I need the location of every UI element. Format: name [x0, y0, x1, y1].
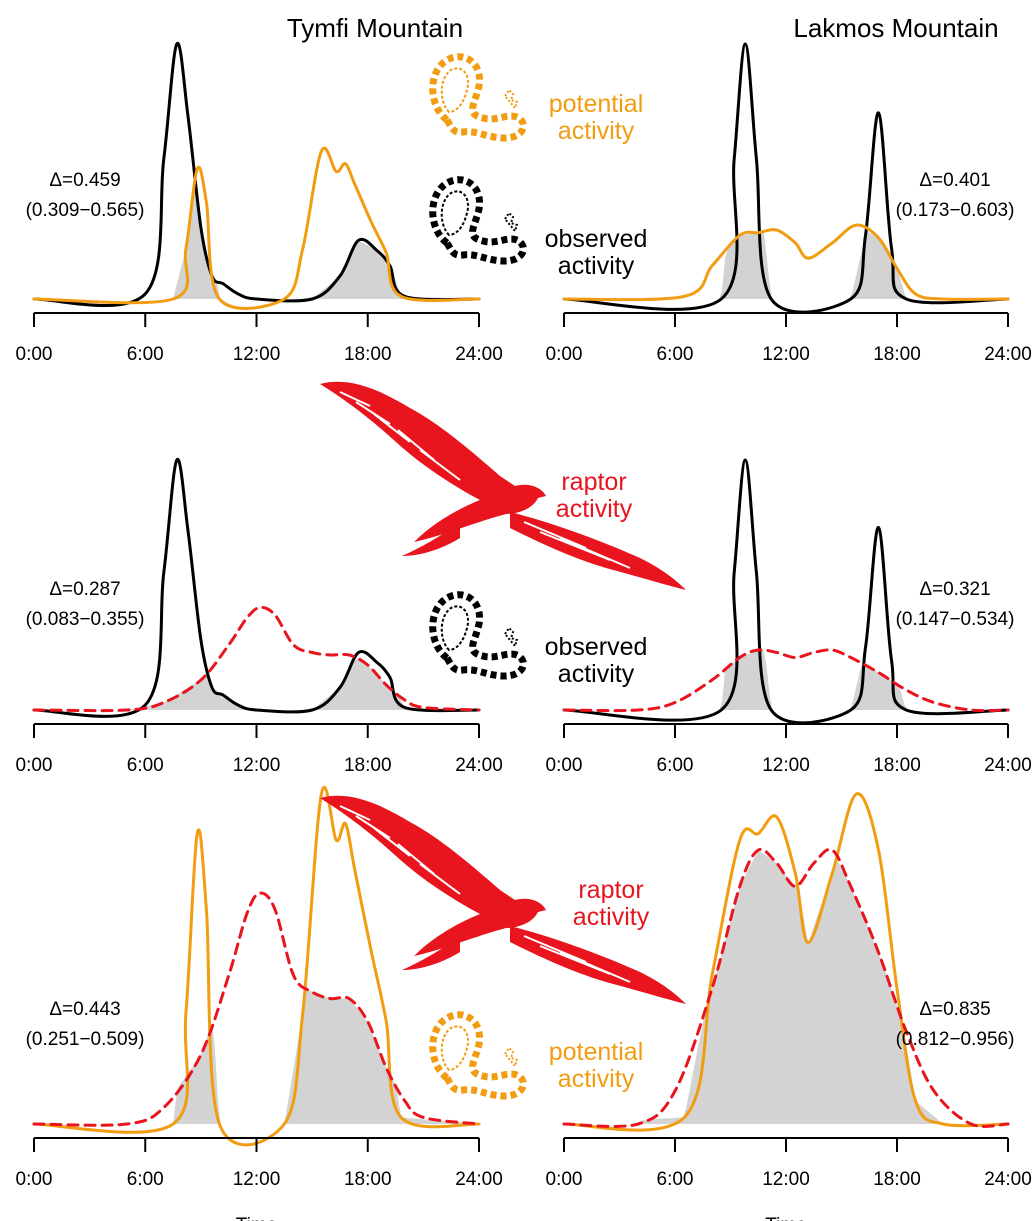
x-tick-label: 12:00: [762, 755, 810, 776]
x-tick-label: 12:00: [233, 755, 281, 776]
x-tick-label: 18:00: [873, 755, 921, 776]
raptor-activity-curve: [562, 847, 1010, 1128]
x-tick-label: 6:00: [127, 344, 164, 365]
overlap-coefficient: Δ=0.321: [919, 579, 990, 600]
x-tick-label: 0:00: [16, 755, 53, 776]
snake-observed-icon: [433, 180, 524, 261]
x-tick-label: 18:00: [873, 1169, 921, 1190]
overlap-area: [564, 650, 1008, 710]
confidence-interval: (0.812−0.956): [896, 1029, 1015, 1050]
overlap-coefficient: Δ=0.287: [49, 579, 120, 600]
x-tick-label: 24:00: [984, 755, 1032, 776]
column-title-lakmos: Lakmos Mountain: [793, 13, 998, 43]
raptor-activity-curve: [562, 648, 1010, 713]
confidence-interval: (0.251−0.509): [26, 1029, 145, 1050]
x-tick-label: 24:00: [455, 755, 503, 776]
x-tick-label: 24:00: [984, 1169, 1032, 1190]
confidence-interval: (0.309−0.565): [26, 200, 145, 221]
overlap-coefficient: Δ=0.443: [49, 999, 120, 1020]
overlap-area: [564, 850, 1008, 1124]
confidence-interval: (0.147−0.534): [896, 609, 1015, 630]
overlap-area: [34, 659, 479, 710]
x-tick-label: 0:00: [16, 1169, 53, 1190]
legend-potential-line2: activity: [558, 1065, 635, 1093]
legend-observed-line2: activity: [558, 252, 635, 280]
observed-activity-curve: [32, 41, 481, 307]
x-tick-label: 6:00: [657, 755, 694, 776]
x-tick-label: 0:00: [16, 344, 53, 365]
raptor-icon: [319, 380, 687, 591]
overlap-coefficient: Δ=0.401: [919, 170, 990, 191]
x-tick-label: 12:00: [762, 344, 810, 365]
observed-activity-curve: [32, 457, 481, 718]
legend-raptor-line2: activity: [573, 903, 650, 931]
legend-potential-line2: activity: [558, 117, 635, 145]
potential-activity-curve: [562, 223, 1010, 302]
legend-potential-line1: potential: [549, 90, 644, 118]
potential-activity-curve: [32, 785, 481, 1147]
x-tick-label: 18:00: [344, 755, 392, 776]
panel-4: 0:00 6:00 12:00 18:00 24:00 Δ=0.321 (0.147−0.5…: [546, 458, 1032, 776]
confidence-interval: (0.173−0.603): [896, 200, 1015, 221]
x-tick-label: 6:00: [127, 1169, 164, 1190]
x-tick-label: 0:00: [546, 1169, 583, 1190]
x-tick-label: 24:00: [984, 344, 1032, 365]
x-tick-label: 24:00: [455, 344, 503, 365]
legend-raptor-line2: activity: [556, 495, 633, 523]
x-tick-label: 0:00: [546, 755, 583, 776]
x-tick-label: 18:00: [344, 344, 392, 365]
x-tick-label: 12:00: [233, 1169, 281, 1190]
x-tick-label: 12:00: [762, 1169, 810, 1190]
potential-activity-curve: [562, 792, 1010, 1132]
x-tick-label: 6:00: [657, 1169, 694, 1190]
legend-observed-line1: observed: [545, 633, 648, 661]
overlap-area: [34, 987, 479, 1124]
raptor-activity-curve: [32, 891, 481, 1127]
overlap-coefficient: Δ=0.459: [49, 170, 120, 191]
legend-raptor-line1: raptor: [561, 468, 626, 496]
x-tick-label: 24:00: [455, 1169, 503, 1190]
panel-5: 0:00 6:00 12:00 18:00 24:00 Time Δ=0.443 (0.251…: [16, 785, 503, 1221]
x-tick-label: 18:00: [344, 1169, 392, 1190]
x-axis-label: Time: [236, 1215, 278, 1221]
x-tick-label: 0:00: [546, 344, 583, 365]
snake-potential-icon: [433, 57, 524, 138]
legend-potential-line1: potential: [549, 1038, 644, 1066]
legend-raptor-line1: raptor: [578, 876, 643, 904]
x-tick-label: 6:00: [127, 755, 164, 776]
panel-2: 0:00 6:00 12:00 18:00 24:00 Δ=0.401 (0.173−0.6…: [546, 42, 1032, 365]
column-title-tymfi: Tymfi Mountain: [287, 13, 463, 43]
panel-3: 0:00 6:00 12:00 18:00 24:00 Δ=0.287 (0.083−0.3…: [16, 457, 503, 776]
panel-1: 0:00 6:00 12:00 18:00 24:00 Δ=0.459 (0.309−0.5…: [16, 41, 503, 365]
legend-observed-line1: observed: [545, 225, 648, 253]
overlap-area: [34, 182, 479, 299]
raptor-activity-curve: [32, 605, 481, 713]
x-tick-label: 18:00: [873, 344, 921, 365]
overlap-area: [564, 230, 1008, 299]
x-tick-label: 12:00: [233, 344, 281, 365]
x-axis-label: Time: [765, 1215, 807, 1221]
panel-6: 0:00 6:00 12:00 18:00 24:00 Time Δ=0.835 (0.812…: [546, 792, 1032, 1221]
snake-observed-icon: [433, 595, 524, 676]
observed-activity-curve: [562, 458, 1010, 725]
potential-activity-curve: [32, 146, 481, 310]
snake-potential-icon: [433, 1015, 524, 1096]
legend-observed-line2: activity: [558, 660, 635, 688]
overlap-coefficient: Δ=0.835: [919, 999, 990, 1020]
x-tick-label: 6:00: [657, 344, 694, 365]
confidence-interval: (0.083−0.355): [26, 609, 145, 630]
observed-activity-curve: [562, 42, 1010, 314]
